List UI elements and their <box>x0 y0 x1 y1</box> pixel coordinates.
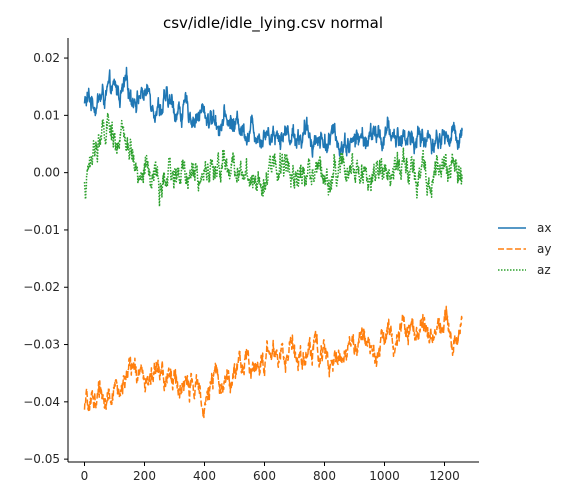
y-tick-label: 0.00 <box>33 166 60 180</box>
series-line-ax <box>83 66 463 158</box>
y-tick-label: −0.01 <box>23 223 60 237</box>
series-line-az <box>83 112 463 208</box>
chart-title: csv/idle/idle_lying.csv normal <box>163 14 383 33</box>
y-tick-label: −0.03 <box>23 338 60 352</box>
x-tick-label: 200 <box>133 469 156 483</box>
y-tick-label: −0.04 <box>23 395 60 409</box>
y-tick-label: −0.05 <box>23 452 60 466</box>
y-tick-label: −0.02 <box>23 280 60 294</box>
x-tick-label: 1000 <box>369 469 400 483</box>
x-tick-label: 400 <box>193 469 216 483</box>
x-tick-label: 600 <box>253 469 276 483</box>
x-tick-label: 800 <box>313 469 336 483</box>
y-tick-label: 0.02 <box>33 51 60 65</box>
plot-area <box>83 66 463 419</box>
x-tick-label: 0 <box>81 469 89 483</box>
series-line-ay <box>83 305 463 419</box>
y-tick-label: 0.01 <box>33 108 60 122</box>
legend-label-az: az <box>537 263 551 277</box>
legend-label-ay: ay <box>537 242 551 256</box>
axes: 0 200 400 600 800 1000 1200 −0.05 −0.04 −0.03 −0.0… <box>23 38 479 483</box>
legend: ax ay az <box>498 221 551 277</box>
legend-label-ax: ax <box>537 221 551 235</box>
x-tick-label: 1200 <box>429 469 460 483</box>
